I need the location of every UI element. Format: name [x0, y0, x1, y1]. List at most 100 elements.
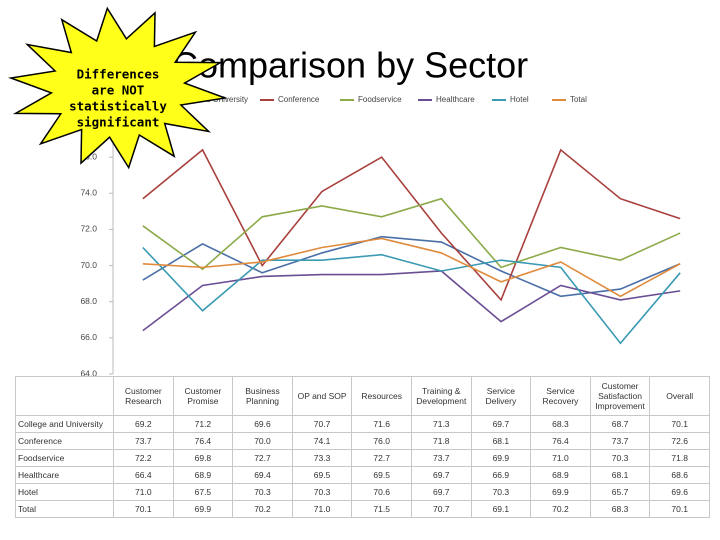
cell: 74.1	[291, 432, 353, 450]
cell: 70.1	[649, 415, 710, 433]
row-label: Healthcare	[15, 466, 114, 484]
cell: 76.0	[351, 432, 412, 450]
cell: 71.2	[172, 415, 234, 433]
slide-title: Comparison by Sector	[172, 45, 528, 86]
cell: 73.7	[410, 449, 472, 467]
category-label: Overall	[649, 376, 710, 416]
cell: 69.7	[470, 415, 532, 433]
cell: 70.1	[113, 500, 174, 518]
cell: 66.9	[470, 466, 532, 484]
row-label: Foodservice	[15, 449, 114, 467]
cell: 72.7	[351, 449, 412, 467]
series-line	[142, 237, 681, 298]
cell: 71.6	[351, 415, 412, 433]
starburst	[7, 6, 229, 170]
cell: 68.9	[530, 466, 591, 484]
series-line	[142, 246, 681, 345]
cell: 69.4	[232, 466, 293, 484]
legend-label: Healthcare	[436, 95, 475, 104]
y-tick-label: 68.0	[80, 296, 97, 306]
category-label: Customer Satisfaction Improvement	[589, 376, 651, 416]
cell: 69.9	[530, 483, 591, 501]
legend-label: Conference	[278, 95, 320, 104]
cell: 70.3	[470, 483, 532, 501]
cell: 69.6	[649, 483, 710, 501]
cell: 68.1	[589, 466, 651, 484]
cell: 70.2	[232, 500, 293, 518]
y-tick-label: 70.0	[80, 260, 97, 270]
cell: 69.2	[113, 415, 174, 433]
category-label: Service Recovery	[530, 376, 591, 416]
y-tick-label: 74.0	[80, 188, 97, 198]
series-line	[142, 148, 681, 302]
cell: 69.9	[172, 500, 234, 518]
table-row: Conference 73.7 76.4 70.0 74.1 76.0 71.8 68.1 76…	[15, 432, 710, 450]
legend-label: Hotel	[510, 95, 529, 104]
cell: 70.7	[291, 415, 353, 433]
cell: 69.9	[470, 449, 532, 467]
category-label: Resources	[351, 376, 412, 416]
annotation-line: significant	[77, 115, 160, 130]
cell: 70.1	[649, 500, 710, 518]
cell: 70.6	[351, 483, 412, 501]
legend-label: Foodservice	[358, 95, 402, 104]
cell: 71.8	[410, 432, 472, 450]
cell: 76.4	[172, 432, 234, 450]
cell: 72.2	[113, 449, 174, 467]
cell: 73.3	[291, 449, 353, 467]
cell: 68.9	[172, 466, 234, 484]
category-label: Business Planning	[232, 376, 293, 416]
category-label: Training & Development	[410, 376, 472, 416]
header-row: Customer Research Customer Promise Busines…	[15, 376, 710, 416]
cell: 72.6	[649, 432, 710, 450]
data-table: Customer Research Customer Promise Busines…	[15, 376, 710, 518]
series-line	[142, 197, 681, 271]
cell: 71.0	[113, 483, 174, 501]
table-row: Hotel 71.0 67.5 70.3 70.3 70.6 69.7 70.3 69.9 65.…	[15, 483, 710, 501]
category-label: Customer Research	[113, 376, 174, 416]
cell: 69.1	[470, 500, 532, 518]
cell: 68.7	[589, 415, 651, 433]
cell: 69.7	[410, 483, 472, 501]
legend-label: Total	[570, 95, 587, 104]
y-tick-label: 72.0	[80, 224, 97, 234]
series-line	[142, 270, 681, 332]
cell: 69.5	[291, 466, 353, 484]
cell: 68.6	[649, 466, 710, 484]
cell: 70.0	[232, 432, 293, 450]
annotation-line: statistically	[69, 99, 167, 114]
cell: 65.7	[589, 483, 651, 501]
cell: 68.3	[589, 500, 651, 518]
annotation-line: are NOT	[92, 83, 145, 98]
row-label: College and University	[15, 415, 114, 433]
plot: 64.066.068.070.072.074.076.0	[80, 121, 681, 378]
row-label: Conference	[15, 432, 114, 450]
category-label: Customer Promise	[172, 376, 234, 416]
cell: 70.3	[232, 483, 293, 501]
cell: 73.7	[589, 432, 651, 450]
corner-cell	[15, 376, 114, 416]
category-label: OP and SOP	[291, 376, 353, 416]
cell: 69.5	[351, 466, 412, 484]
cell: 72.7	[232, 449, 293, 467]
cell: 70.2	[530, 500, 591, 518]
cell: 76.4	[530, 432, 591, 450]
cell: 70.7	[410, 500, 472, 518]
cell: 68.1	[470, 432, 532, 450]
cell: 71.3	[410, 415, 472, 433]
cell: 66.4	[113, 466, 174, 484]
row-label: Total	[15, 500, 114, 518]
table-row: Total 70.1 69.9 70.2 71.0 71.5 70.7 69.1 70.2 68.…	[15, 500, 710, 518]
table-row: Healthcare 66.4 68.9 69.4 69.5 69.5 69.7 66.9 68…	[15, 466, 710, 484]
table-row: College and University 69.2 71.2 69.6 70.7 71…	[15, 415, 710, 433]
cell: 71.5	[351, 500, 412, 518]
cell: 70.3	[589, 449, 651, 467]
cell: 71.0	[530, 449, 591, 467]
cell: 67.5	[172, 483, 234, 501]
cell: 69.6	[232, 415, 293, 433]
y-tick-label: 66.0	[80, 332, 97, 342]
cell: 73.7	[113, 432, 174, 450]
